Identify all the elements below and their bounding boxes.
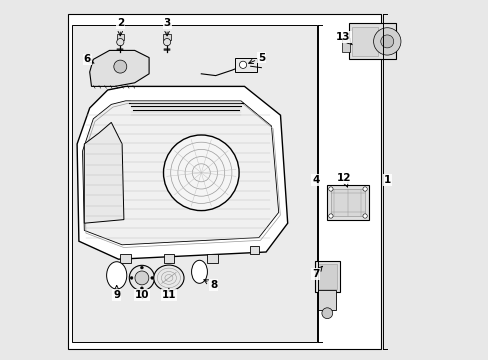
Bar [163,34,170,40]
Bar [352,27,377,56]
Text: 12: 12 [336,173,351,187]
Circle shape [129,265,154,291]
Circle shape [373,28,400,55]
Circle shape [163,135,239,211]
Bar [318,290,336,310]
Circle shape [117,39,123,46]
Ellipse shape [153,265,183,291]
Text: 3: 3 [163,18,170,36]
Text: 6: 6 [83,54,94,64]
Circle shape [239,61,246,68]
Text: 10: 10 [134,289,149,300]
Bar [117,34,123,40]
Text: 8: 8 [203,280,217,290]
Circle shape [140,266,143,269]
Text: 4: 4 [311,175,319,185]
Bar [317,264,336,289]
Circle shape [321,308,332,319]
Circle shape [150,276,153,279]
Circle shape [114,60,126,73]
Circle shape [163,39,170,46]
Text: 9: 9 [113,285,120,300]
Polygon shape [84,122,123,223]
Bar [206,254,217,263]
Text: 11: 11 [162,289,176,300]
Bar [163,254,174,263]
Text: 1: 1 [383,175,390,185]
Bar [68,14,381,349]
Ellipse shape [106,262,126,289]
Text: 2: 2 [117,18,123,36]
Circle shape [130,276,133,279]
Circle shape [328,214,332,218]
Bar [249,246,258,254]
Bar [72,25,316,342]
Polygon shape [82,101,278,245]
Bar [330,189,365,216]
Bar [120,254,131,263]
Circle shape [380,35,393,48]
Bar [348,23,395,59]
Polygon shape [77,86,287,259]
Circle shape [135,271,148,285]
Circle shape [362,214,366,218]
Text: 5: 5 [248,53,265,64]
Text: 7: 7 [311,266,322,279]
Circle shape [140,287,143,290]
Bar [314,261,339,292]
Polygon shape [89,50,149,86]
Bar [341,38,349,52]
Circle shape [328,187,332,191]
Bar [326,185,368,220]
Circle shape [362,187,366,191]
Bar [235,58,257,72]
Text: 13: 13 [336,32,351,45]
Ellipse shape [191,260,207,283]
